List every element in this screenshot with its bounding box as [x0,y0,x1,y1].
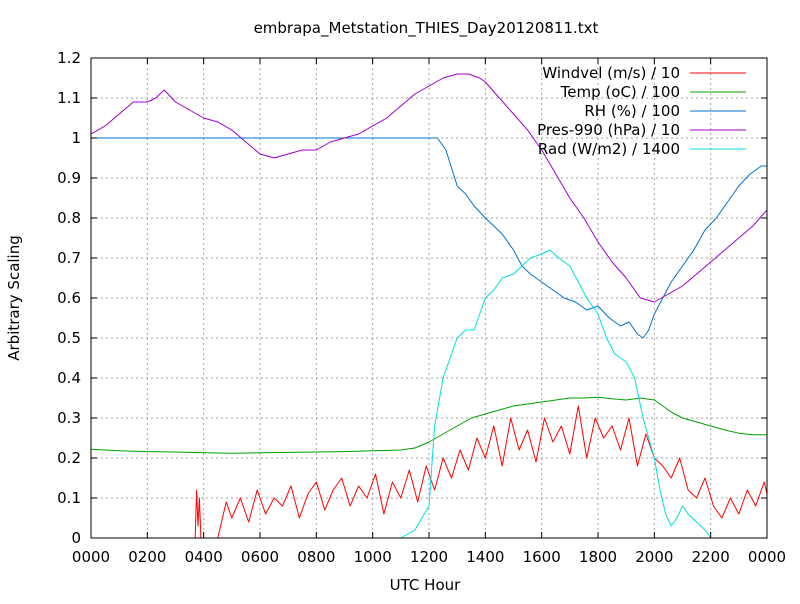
chart-title: embrapa_Metstation_THIES_Day20120811.txt [254,19,599,38]
x-tick-label: 1200 [410,548,448,566]
legend-entry-label: Rad (W/m2) / 1400 [538,140,680,158]
y-axis-label: Arbitrary Scaling [5,235,23,361]
x-tick-label: 1000 [354,548,392,566]
y-tick-label: 0.3 [57,409,81,427]
y-tick-label: 0.6 [57,289,81,307]
x-tick-label: 2200 [692,548,730,566]
x-tick-label: 0000 [72,548,110,566]
series-line [90,396,767,454]
y-tick-label: 1.1 [57,89,81,107]
legend-entry-label: Temp (oC) / 100 [560,83,680,101]
y-tick-label: 1.2 [57,49,81,67]
y-tick-label: 1 [71,129,81,147]
legend-entry-label: Pres-990 (hPa) / 10 [537,121,680,139]
series-line [91,405,768,539]
x-tick-label: 0200 [128,548,166,566]
x-tick-label: 0000 [748,548,786,566]
y-tick-label: 0.9 [57,169,81,187]
y-tick-label: 0.1 [57,489,81,507]
x-tick-label: 2000 [635,548,673,566]
x-axis-label: UTC Hour [390,576,461,594]
y-tick-label: 0.4 [57,369,81,387]
series-line [91,137,767,339]
ticks: 0 0.1 0.2 0.3 0.4 0.5 0.6 0.7 0.8 0.9 1 1.1 1.2 0000 0… [57,49,786,566]
x-tick-label: 1400 [466,548,504,566]
x-tick-label: 0400 [185,548,223,566]
y-tick-label: 0.5 [57,329,81,347]
y-tick-label: 0.8 [57,209,81,227]
x-tick-label: 1800 [579,548,617,566]
legend-entry-label: RH (%) / 100 [584,102,680,120]
x-tick-label: 1600 [523,548,561,566]
y-tick-label: 0.2 [57,449,81,467]
legend-entry-label: Windvel (m/s) / 10 [542,64,680,82]
series-line [90,73,768,303]
y-tick-label: 0.7 [57,249,81,267]
x-tick-label: 0800 [297,548,335,566]
series-group [90,73,768,539]
y-tick-label: 0 [71,529,81,547]
x-tick-label: 0600 [241,548,279,566]
series-line [91,249,767,539]
